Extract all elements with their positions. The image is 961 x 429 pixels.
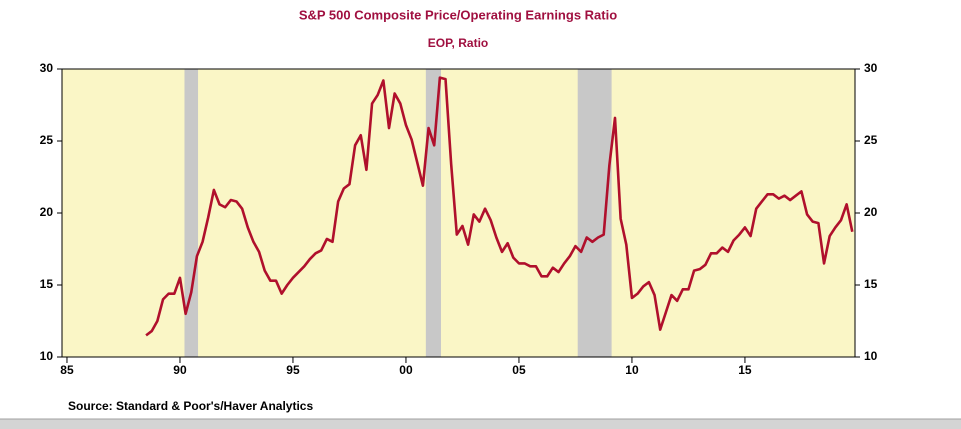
x-tick-label: 95 [286, 363, 300, 377]
chart-subtitle: EOP, Ratio [428, 36, 488, 50]
x-tick-label: 15 [738, 363, 752, 377]
recession-band [184, 69, 199, 357]
y-tick-label: 20 [40, 205, 54, 219]
plot-area [62, 69, 855, 357]
x-tick-label: 05 [512, 363, 526, 377]
recession-band [425, 69, 441, 357]
x-tick-label: 90 [173, 363, 187, 377]
source-note: Source: Standard & Poor's/Haver Analytic… [68, 399, 313, 413]
chart-title: S&P 500 Composite Price/Operating Earnin… [299, 7, 617, 22]
status-bar [0, 419, 961, 429]
y2-tick-label: 30 [864, 61, 878, 75]
y2-tick-label: 20 [864, 205, 878, 219]
y-tick-label: 25 [40, 133, 54, 147]
x-tick-label: 85 [60, 363, 74, 377]
data-line [145, 76, 854, 337]
y2-tick-label: 25 [864, 133, 878, 147]
y-tick-label: 30 [40, 61, 54, 75]
x-tick-label: 00 [399, 363, 413, 377]
y2-tick-label: 15 [864, 277, 878, 291]
y-tick-label: 10 [40, 349, 54, 363]
x-tick-label: 10 [625, 363, 639, 377]
y2-tick-label: 10 [864, 349, 878, 363]
y-tick-label: 15 [40, 277, 54, 291]
